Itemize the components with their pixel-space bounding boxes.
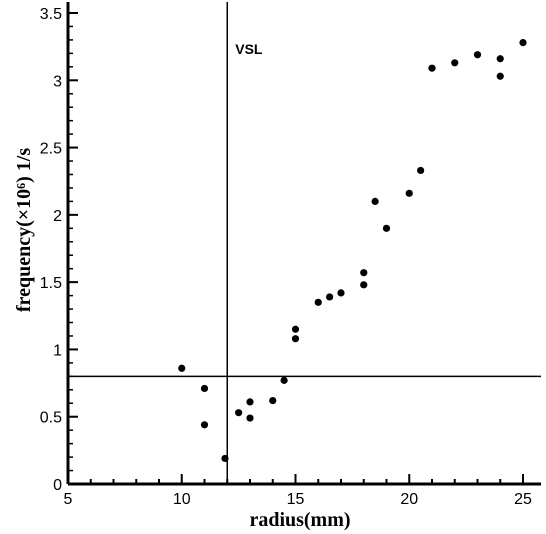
data-point xyxy=(496,72,504,80)
y-axis-title: frequency(×10⁶) 1/s xyxy=(13,148,35,312)
data-point xyxy=(405,189,413,197)
x-axis-ticks: 5 10 15 20 25 xyxy=(64,474,532,508)
data-point xyxy=(200,384,209,393)
data-points xyxy=(178,39,527,463)
y-tick-label: 1 xyxy=(53,342,62,359)
data-point xyxy=(326,293,334,301)
x-axis-title: radius(mm) xyxy=(249,509,350,531)
y-tick-label: 2.5 xyxy=(40,141,62,158)
data-point xyxy=(428,64,436,72)
data-point xyxy=(246,414,254,422)
y-tick-label: 3 xyxy=(53,73,62,90)
data-point xyxy=(291,335,300,343)
vsl-label: VSL xyxy=(235,41,263,57)
x-tick-label: 5 xyxy=(64,491,73,508)
data-point xyxy=(382,224,391,232)
reference-lines: VSL xyxy=(68,2,541,484)
data-point xyxy=(360,281,368,289)
data-point xyxy=(417,166,425,175)
data-point xyxy=(451,59,459,67)
plot-axes xyxy=(66,2,541,486)
x-tick-label: 20 xyxy=(400,491,418,508)
x-tick-label: 15 xyxy=(287,491,305,508)
y-tick-label: 1.5 xyxy=(40,275,62,292)
y-tick-label: 0.5 xyxy=(40,410,62,427)
data-point xyxy=(371,197,379,205)
y-tick-label: 2 xyxy=(53,208,62,225)
x-tick-label: 10 xyxy=(173,491,191,508)
data-point xyxy=(221,454,229,463)
data-point xyxy=(269,396,277,405)
data-point xyxy=(178,364,186,372)
data-point xyxy=(280,376,288,384)
data-point xyxy=(496,55,504,63)
y-tick-label: 0 xyxy=(53,477,62,494)
y-axis-ticks: 0 0.5 1 1.5 2 2.5 3 3.5 xyxy=(40,6,78,494)
x-tick-label: 25 xyxy=(514,491,532,508)
data-point xyxy=(360,269,368,277)
data-point xyxy=(337,289,345,297)
data-point xyxy=(235,409,243,417)
data-point xyxy=(291,325,300,333)
data-point xyxy=(246,398,254,406)
data-point xyxy=(519,39,527,47)
y-tick-label: 3.5 xyxy=(40,6,62,23)
data-point xyxy=(473,51,482,59)
data-point xyxy=(200,421,209,429)
data-point xyxy=(314,298,322,306)
